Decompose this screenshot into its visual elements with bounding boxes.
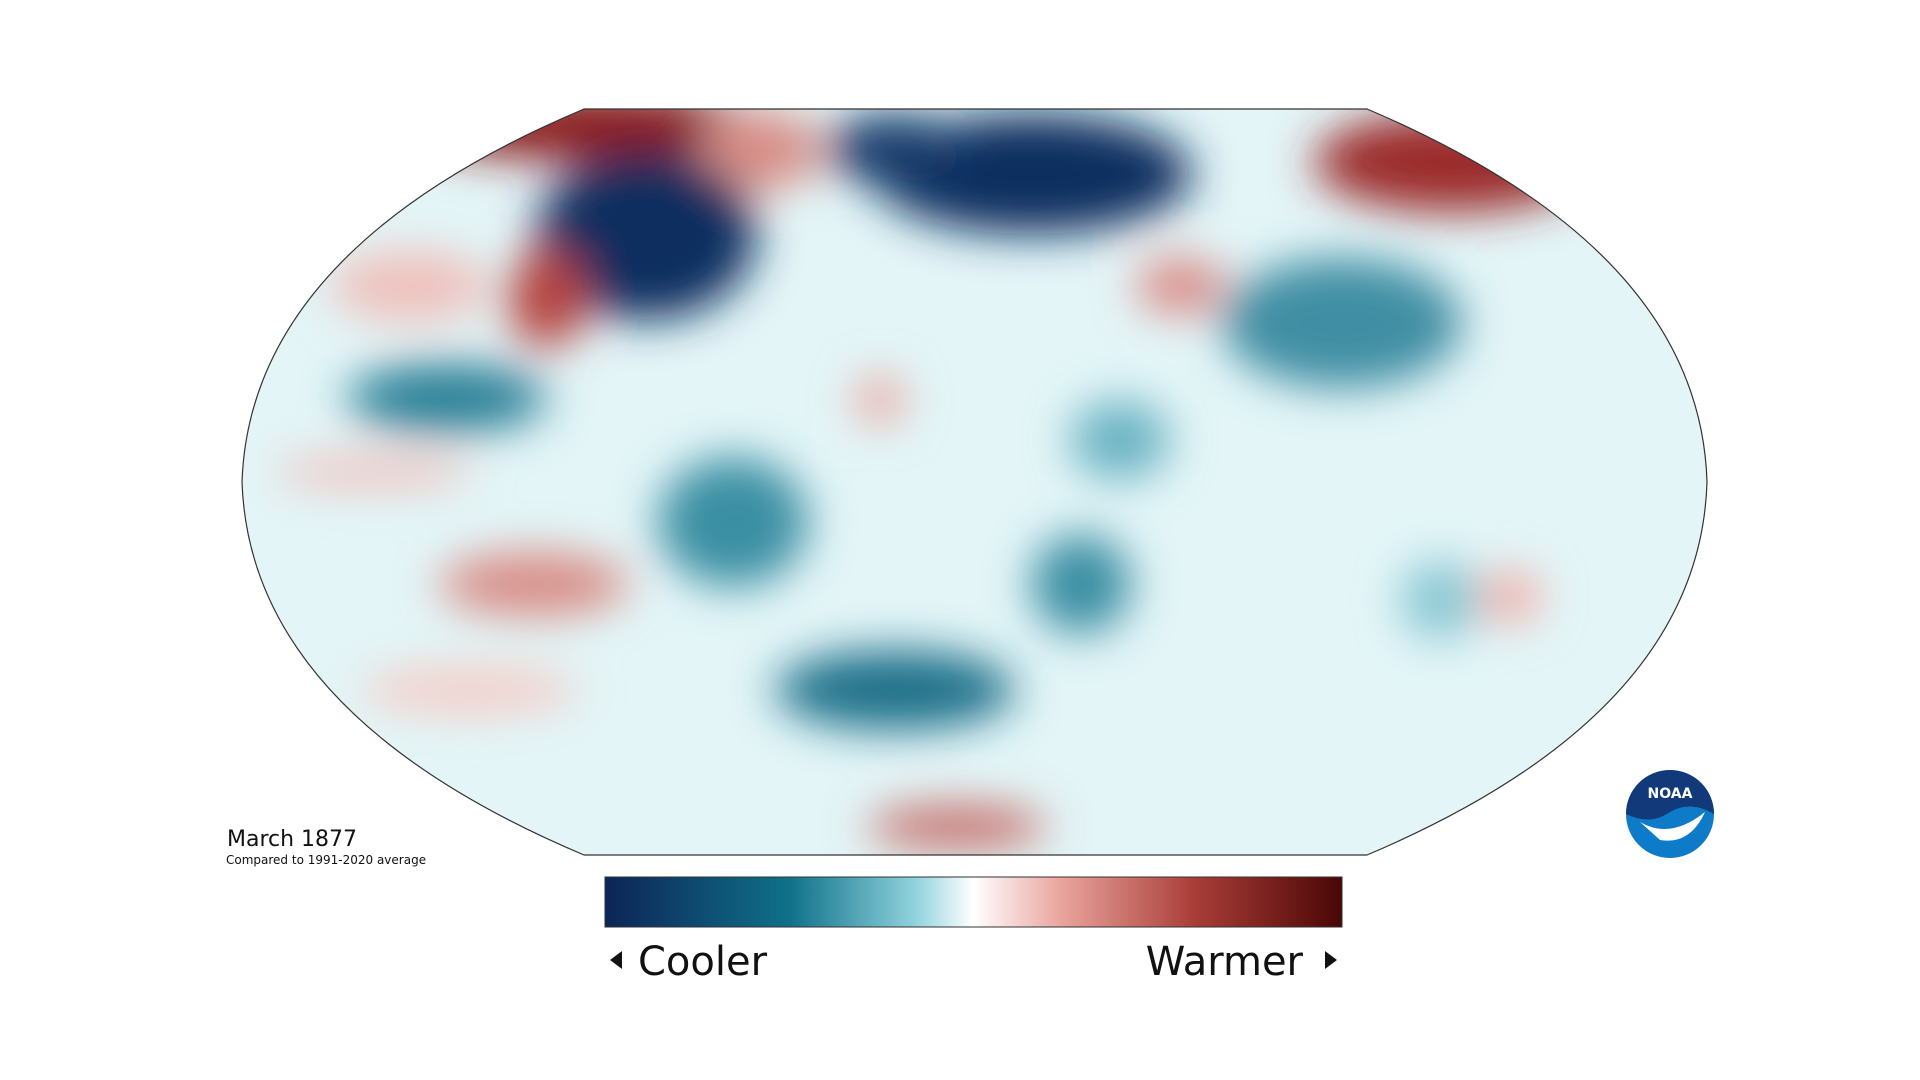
logo-top xyxy=(1626,770,1714,820)
anomaly-blob xyxy=(507,248,587,348)
anomaly-blob xyxy=(273,456,473,488)
anomaly-blob xyxy=(1314,112,1594,212)
anomaly-blob xyxy=(536,150,756,320)
anomaly-blob xyxy=(658,457,808,587)
anomaly-blob xyxy=(855,375,905,425)
legend-high: Warmer xyxy=(1146,939,1304,985)
map-subtitle: Compared to 1991-2020 average xyxy=(226,853,426,867)
anomaly-blob xyxy=(1478,571,1542,623)
cooler-arrow xyxy=(610,951,622,969)
map-title: March 1877 xyxy=(227,827,357,852)
logo-bird xyxy=(1640,812,1705,841)
anomaly-blob xyxy=(1400,560,1480,640)
anomaly-blob xyxy=(775,650,1015,730)
anomaly-blob xyxy=(439,552,629,616)
anomaly-field xyxy=(242,109,1707,855)
anomaly-blob xyxy=(1222,258,1462,388)
anomaly-blob xyxy=(360,665,580,715)
warmer-arrow xyxy=(1325,951,1337,969)
anomaly-blob xyxy=(1070,400,1170,480)
anomaly-blob xyxy=(825,114,965,184)
anomaly-blob xyxy=(867,805,1047,849)
logo-text: NOAA xyxy=(1648,786,1693,802)
anomaly-blob xyxy=(347,363,547,433)
anomaly-blobs xyxy=(273,109,1594,849)
anomaly-blob xyxy=(700,110,820,190)
map-outline xyxy=(241,108,1708,856)
legend-low: Cooler xyxy=(638,939,768,985)
anomaly-blob xyxy=(330,251,490,321)
anomaly-blob xyxy=(1136,258,1226,314)
noaa-logo: NOAA xyxy=(1626,770,1714,858)
color-bar xyxy=(604,876,1343,928)
base xyxy=(242,109,1707,855)
anomaly-blob xyxy=(1031,534,1131,634)
